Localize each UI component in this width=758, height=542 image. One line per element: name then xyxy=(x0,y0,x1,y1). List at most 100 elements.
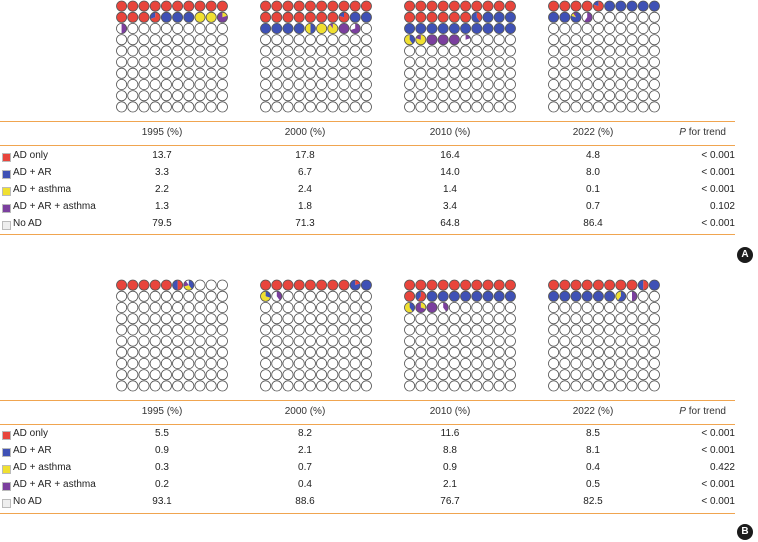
waffle-cell xyxy=(437,79,449,91)
waffle-cell xyxy=(426,67,438,79)
waffle-cell xyxy=(149,67,161,79)
waffle-cell xyxy=(271,369,283,381)
waffle-cell xyxy=(293,22,305,34)
waffle-cell xyxy=(570,79,582,91)
waffle-cell xyxy=(570,101,582,113)
waffle-cell xyxy=(559,335,571,347)
waffle-cell xyxy=(504,358,516,370)
waffle-cell xyxy=(548,301,560,313)
waffle-cell xyxy=(138,279,150,291)
waffle-cell xyxy=(271,45,283,57)
waffle-cell xyxy=(471,380,483,392)
waffle-cell xyxy=(282,369,294,381)
waffle-cell xyxy=(205,324,217,336)
waffle-cell xyxy=(637,79,649,91)
waffle-cell xyxy=(183,369,195,381)
data-label: 13.7 xyxy=(152,150,172,161)
waffle-cell xyxy=(282,34,294,46)
waffle-cell xyxy=(260,290,272,302)
waffle-cell xyxy=(183,90,195,102)
p-value: < 0.001 xyxy=(701,184,735,195)
row-label: No AD xyxy=(13,496,42,507)
waffle-cell xyxy=(448,34,460,46)
waffle-cell xyxy=(626,101,638,113)
waffle-cell xyxy=(648,335,660,347)
waffle-cell xyxy=(327,101,339,113)
waffle-cell xyxy=(648,22,660,34)
waffle-cell xyxy=(404,290,416,302)
data-label: 8.8 xyxy=(443,445,457,456)
waffle-cell xyxy=(415,90,427,102)
waffle-cell xyxy=(138,335,150,347)
waffle-cell xyxy=(615,0,627,12)
waffle-cell xyxy=(338,101,350,113)
waffle-cell xyxy=(504,324,516,336)
waffle-cell xyxy=(271,279,283,291)
waffle-cell xyxy=(172,67,184,79)
waffle-cell xyxy=(648,34,660,46)
waffle-cell xyxy=(604,335,616,347)
waffle-cell xyxy=(482,380,494,392)
waffle-cell xyxy=(172,358,184,370)
waffle-cell xyxy=(149,290,161,302)
waffle-cell xyxy=(426,34,438,46)
waffle-cell xyxy=(127,34,139,46)
waffle-cell xyxy=(559,79,571,91)
waffle-cell xyxy=(648,324,660,336)
row-label: AD + AR + asthma xyxy=(13,201,96,212)
waffle-cell xyxy=(282,346,294,358)
waffle-cell xyxy=(160,324,172,336)
data-label: 71.3 xyxy=(295,218,315,229)
waffle-cell xyxy=(415,369,427,381)
waffle-cell xyxy=(648,56,660,68)
waffle-cell xyxy=(271,346,283,358)
waffle-cell xyxy=(304,56,316,68)
waffle-cell xyxy=(194,369,206,381)
waffle-cell xyxy=(293,56,305,68)
waffle-cell xyxy=(194,45,206,57)
waffle-cell xyxy=(304,79,316,91)
waffle-cell xyxy=(548,380,560,392)
waffle-cell xyxy=(570,346,582,358)
waffle-cell xyxy=(504,67,516,79)
waffle-cell xyxy=(581,56,593,68)
waffle-cell xyxy=(626,90,638,102)
waffle-cell xyxy=(338,56,350,68)
waffle-cell xyxy=(437,301,449,313)
waffle-cell xyxy=(172,11,184,23)
waffle-cell xyxy=(260,335,272,347)
waffle-cell xyxy=(493,11,505,23)
legend-swatch-no-ad xyxy=(2,221,11,230)
waffle-cell xyxy=(437,279,449,291)
waffle-cell xyxy=(271,101,283,113)
waffle-cell xyxy=(615,56,627,68)
waffle-charts-b xyxy=(116,279,660,392)
waffle-cell xyxy=(604,79,616,91)
waffle-cell xyxy=(559,279,571,291)
waffle-cell xyxy=(293,380,305,392)
waffle-cell xyxy=(293,79,305,91)
waffle-cell xyxy=(437,56,449,68)
waffle-cell xyxy=(415,56,427,68)
waffle-cell xyxy=(183,290,195,302)
waffle-cell xyxy=(404,11,416,23)
waffle-cell xyxy=(160,34,172,46)
data-label: 11.6 xyxy=(440,428,460,439)
waffle-cell xyxy=(183,301,195,313)
waffle-cell xyxy=(205,0,217,12)
waffle-cell xyxy=(626,346,638,358)
table-bottom-rule xyxy=(0,234,735,235)
waffle-cell xyxy=(437,45,449,57)
waffle-cell xyxy=(448,22,460,34)
waffle-cell xyxy=(138,79,150,91)
panel-badge-b: B xyxy=(737,524,753,540)
waffle-cell xyxy=(160,67,172,79)
waffle-cell xyxy=(648,79,660,91)
waffle-cell xyxy=(138,380,150,392)
waffle-cell xyxy=(437,11,449,23)
waffle-cell xyxy=(482,369,494,381)
waffle-cell xyxy=(482,101,494,113)
waffle-cell xyxy=(559,67,571,79)
waffle-cell xyxy=(448,79,460,91)
waffle-cell xyxy=(216,101,228,113)
